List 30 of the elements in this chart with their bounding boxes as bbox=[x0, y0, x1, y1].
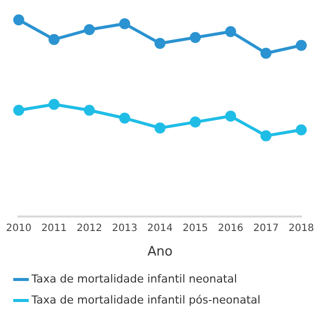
x-tick-label: 2016 bbox=[218, 222, 244, 234]
point bbox=[13, 14, 24, 26]
x-tick-label: 2014 bbox=[147, 222, 173, 234]
legend-label: Taxa de mortalidade infantil neonatal bbox=[30, 272, 238, 286]
point bbox=[225, 26, 236, 38]
point bbox=[119, 18, 130, 30]
point bbox=[296, 124, 307, 136]
point bbox=[48, 98, 60, 110]
legend-label: Taxa de mortalidade infantil pós-neonatal bbox=[30, 293, 260, 306]
point bbox=[13, 104, 24, 116]
point bbox=[84, 104, 95, 116]
point bbox=[84, 24, 95, 36]
point bbox=[48, 34, 60, 45]
x-tick-label: 2010 bbox=[6, 222, 32, 234]
x-tick-label: 2013 bbox=[112, 222, 138, 234]
x-tick-label: 2018 bbox=[288, 222, 314, 234]
x-tick-label: 2015 bbox=[182, 222, 208, 234]
x-axis-title: Ano bbox=[147, 244, 173, 260]
point bbox=[119, 112, 130, 124]
point bbox=[260, 48, 272, 59]
point bbox=[296, 40, 307, 51]
point bbox=[260, 130, 272, 142]
point bbox=[190, 116, 201, 128]
point bbox=[190, 32, 201, 44]
point bbox=[154, 122, 166, 134]
point bbox=[225, 110, 236, 122]
point bbox=[154, 38, 166, 49]
x-tick-label: 2017 bbox=[253, 222, 279, 234]
x-tick-label: 2012 bbox=[76, 222, 102, 234]
x-tick-label: 2011 bbox=[41, 222, 67, 234]
